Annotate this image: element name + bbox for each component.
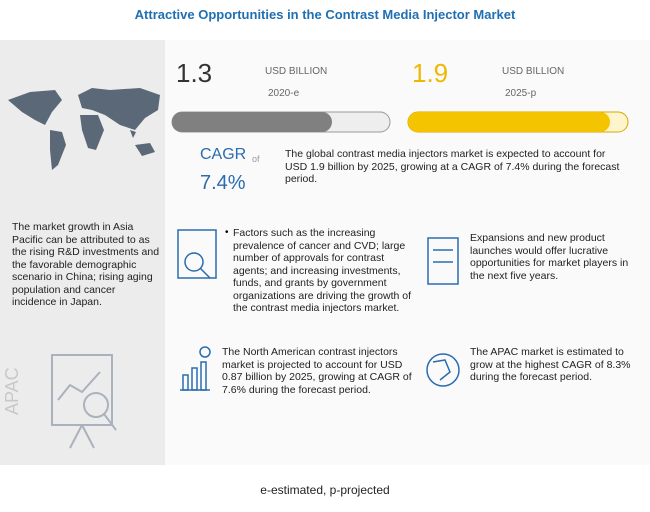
cagr-of: of <box>252 154 260 164</box>
world-map <box>8 88 160 170</box>
title: Attractive Opportunities in the Contrast… <box>134 7 516 22</box>
stat-value: 1.9 <box>412 58 449 88</box>
footnote: e-estimated, p-projected <box>260 483 390 497</box>
region-label: APAC <box>2 367 22 415</box>
bar-2025-fill <box>408 112 610 132</box>
insight: Factors such as the increasing prevalenc… <box>233 227 412 314</box>
stat-value: 1.3 <box>176 58 213 88</box>
bar-2020-fill <box>172 112 332 132</box>
main-bg <box>165 40 650 465</box>
sidebar-text: The market growth in Asia Pacific can be… <box>12 221 160 308</box>
insight-icons <box>177 229 460 391</box>
stat-year: 2020-e <box>268 88 300 99</box>
analysis-icon <box>51 354 117 449</box>
stat-unit: USD BILLION <box>265 66 328 77</box>
stat-unit: USD BILLION <box>502 66 565 77</box>
insight: The North American contrast injectors ma… <box>222 346 412 396</box>
cagr-label: CAGR <box>200 146 247 163</box>
insight: Expansions and new product launches woul… <box>470 232 629 282</box>
summary: The global contrast media injectors mark… <box>285 148 620 185</box>
stat-year: 2025-p <box>505 88 537 99</box>
cagr-value: 7.4% <box>200 172 246 194</box>
insight: The APAC market is estimated to grow at … <box>470 346 631 383</box>
bullet: • <box>225 227 229 238</box>
